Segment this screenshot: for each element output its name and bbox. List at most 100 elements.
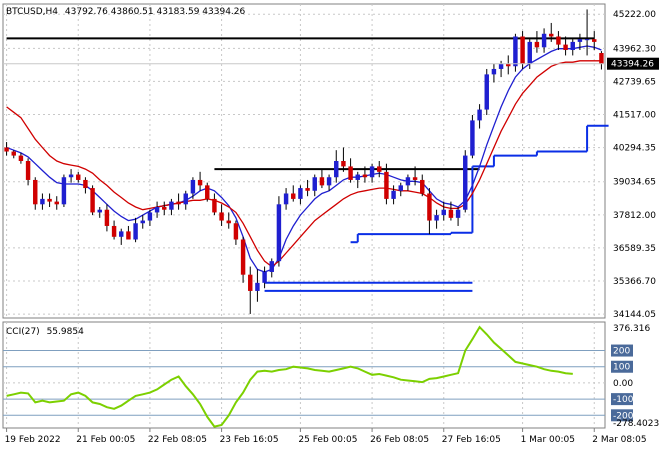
candle-body xyxy=(369,166,375,178)
candle-body xyxy=(11,151,16,156)
candle-body xyxy=(398,185,403,191)
candle-body xyxy=(498,63,504,69)
cci-level-box xyxy=(611,360,633,373)
price-panel: 45222.00 43962.30 42739.65 41517.00 40294.35… xyxy=(2,3,659,320)
candle-body xyxy=(147,212,153,221)
candle-body xyxy=(549,33,554,37)
cci-line xyxy=(6,325,573,428)
candle-body xyxy=(570,41,575,51)
candle-body xyxy=(176,201,181,205)
cci-tick-label: 376.316 xyxy=(613,324,650,334)
candle-body xyxy=(506,63,511,67)
candle-body xyxy=(291,193,296,199)
cci-name-label: CCI(27) xyxy=(6,327,40,337)
candle-body xyxy=(420,179,425,194)
candle-body xyxy=(541,33,547,48)
x-tick-label: 23 Feb 16:05 xyxy=(220,435,279,445)
cci-level-label: -200 xyxy=(613,411,634,421)
cci-level-box xyxy=(611,409,633,422)
candle-body xyxy=(119,231,124,237)
candle-body xyxy=(491,68,497,75)
last-price-label: 43394.26 xyxy=(611,60,654,70)
x-tick-label: 25 Feb 00:05 xyxy=(298,435,357,445)
cci-plot-frame xyxy=(2,321,606,429)
candle-body xyxy=(405,177,411,186)
price-tick-label: 37812.00 xyxy=(613,211,656,221)
price-tick-label: 35366.70 xyxy=(613,277,656,287)
ohlc-label: 43792.76 43860.51 43183.59 43394.26 xyxy=(65,7,246,17)
candle-body xyxy=(162,207,167,210)
candle-body xyxy=(111,225,117,237)
candle-body xyxy=(534,41,540,48)
cci-panel: 200 100 -100 -200 376.316 0.00 -278.4023 xyxy=(2,321,659,429)
candle-body xyxy=(4,147,9,152)
x-axis: 19 Feb 2022 21 Feb 00:05 22 Feb 08:05 23 Fe… xyxy=(5,428,647,445)
candle-body xyxy=(133,223,138,240)
candle-body xyxy=(520,36,525,64)
price-tick-label: 36589.35 xyxy=(613,244,656,254)
candle-body xyxy=(33,179,38,205)
candle-body xyxy=(76,174,81,180)
candle-body xyxy=(556,36,561,45)
candle-body xyxy=(377,166,382,172)
symbol-label: BTCUSD,H4 xyxy=(6,7,58,17)
candle-body xyxy=(233,223,239,240)
candle-body xyxy=(212,198,217,213)
cci-level-box xyxy=(611,393,633,406)
candle-body xyxy=(434,215,439,221)
candle-body xyxy=(276,204,282,262)
candle-body xyxy=(269,261,274,272)
candle-body xyxy=(305,188,310,191)
price-plot-frame xyxy=(2,3,606,319)
candle-body xyxy=(154,207,160,213)
ma-line-fast xyxy=(6,45,602,273)
x-tick-label: 26 Feb 08:05 xyxy=(370,435,429,445)
candle-body xyxy=(83,179,88,189)
candle-body xyxy=(283,193,289,205)
candle-body xyxy=(226,220,231,224)
candle-body xyxy=(427,193,432,221)
cci-level-label: 200 xyxy=(613,347,630,357)
candle-body xyxy=(484,74,489,110)
candle-body xyxy=(455,209,461,218)
candle-body xyxy=(448,209,454,218)
candle-body xyxy=(477,109,482,121)
price-tick-label: 40294.35 xyxy=(613,144,656,154)
candle-body xyxy=(348,166,353,180)
candle-body xyxy=(169,201,174,210)
candle-body xyxy=(61,177,67,205)
candle-body xyxy=(40,198,45,205)
candle-body xyxy=(334,161,339,178)
candle-body xyxy=(384,171,389,199)
candle-body xyxy=(104,209,110,226)
candle-body xyxy=(298,188,303,199)
candle-body xyxy=(47,198,52,202)
candle-body xyxy=(326,177,332,186)
candle-body xyxy=(197,179,203,186)
candle-body xyxy=(441,209,446,216)
x-tick-label: 19 Feb 2022 xyxy=(5,435,61,445)
price-tick-label: 42739.65 xyxy=(613,77,656,87)
candle-body xyxy=(577,39,583,42)
ma-line-slow xyxy=(6,60,602,268)
x-tick-label: 21 Feb 00:05 xyxy=(76,435,135,445)
price-tick-label: 39034.65 xyxy=(613,178,656,188)
price-tick-label: 43962.30 xyxy=(613,44,656,54)
candle-body xyxy=(355,174,360,180)
candle-body xyxy=(183,193,188,205)
price-header: BTCUSD,H4 43792.76 43860.51 43183.59 433… xyxy=(6,7,246,17)
cci-header: CCI(27) 55.9854 xyxy=(6,327,84,337)
candle-body xyxy=(140,220,145,224)
candle-body xyxy=(319,177,325,186)
candle-body xyxy=(190,179,196,194)
candle-body xyxy=(312,177,317,191)
last-price-box xyxy=(607,57,659,70)
candle-body xyxy=(463,155,468,210)
candle-body xyxy=(341,161,346,167)
candle-body xyxy=(97,209,102,213)
candle-body xyxy=(54,201,59,205)
cci-value-label: 55.9854 xyxy=(47,327,84,337)
candle-body xyxy=(25,161,31,180)
candle-body xyxy=(362,174,368,178)
